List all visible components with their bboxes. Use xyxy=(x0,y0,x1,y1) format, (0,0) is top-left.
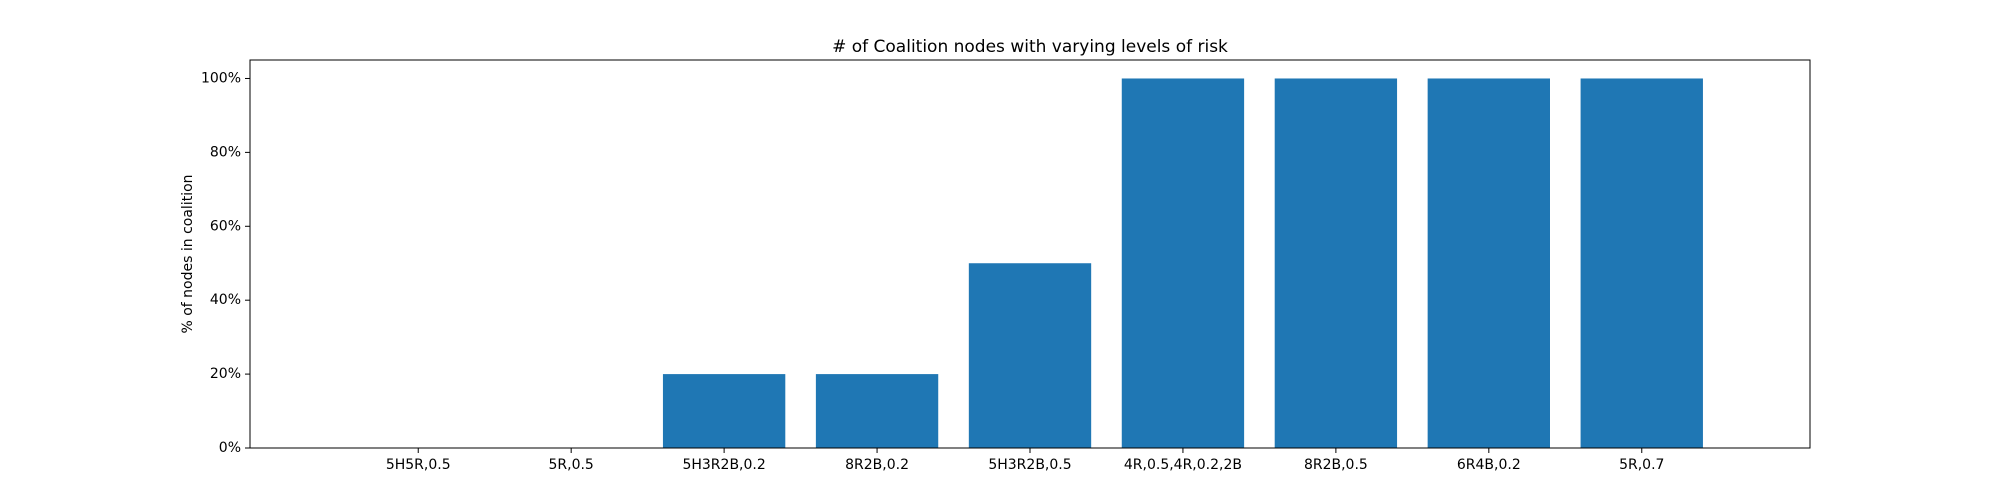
x-tick-label: 8R2B,0.5 xyxy=(1304,457,1368,473)
x-tick-label: 5H3R2B,0.2 xyxy=(682,457,765,473)
x-axis: 5H5R,0.5 5R,0.5 5H3R2B,0.2 8R2B,0.2 5H3R2B,0… xyxy=(386,448,1664,473)
bar-5 xyxy=(1121,78,1245,448)
y-tick-label: 20% xyxy=(210,366,241,382)
chart-title: # of Coalition nodes with varying levels… xyxy=(832,37,1228,57)
y-tick-label: 60% xyxy=(210,218,241,234)
plot-frame xyxy=(249,59,1811,449)
bar-2 xyxy=(662,374,786,448)
x-tick-label: 5R,0.7 xyxy=(1619,457,1664,473)
y-tick-label: 100% xyxy=(201,70,241,86)
bar-6 xyxy=(1274,78,1398,448)
x-tick-label: 5R,0.5 xyxy=(548,457,593,473)
bar-3 xyxy=(815,374,939,448)
y-axis-title: % of nodes in coalition xyxy=(180,174,196,333)
y-tick-label: 80% xyxy=(210,144,241,160)
y-tick-label: 0% xyxy=(219,440,241,456)
x-tick-label: 5H3R2B,0.5 xyxy=(988,457,1071,473)
bar-7 xyxy=(1427,78,1550,448)
bars-layer xyxy=(662,78,1703,448)
x-tick-label: 4R,0.5,4R,0.2,2B xyxy=(1124,457,1242,473)
x-tick-label: 6R4B,0.2 xyxy=(1457,457,1521,473)
bar-4 xyxy=(968,263,1092,448)
bar-8 xyxy=(1580,78,1703,448)
x-tick-label: 5H5R,0.5 xyxy=(386,457,451,473)
y-axis: 0% 20% 40% 60% 80% 100% xyxy=(201,70,250,456)
x-tick-label: 8R2B,0.2 xyxy=(845,457,909,473)
y-tick-label: 40% xyxy=(210,292,241,308)
